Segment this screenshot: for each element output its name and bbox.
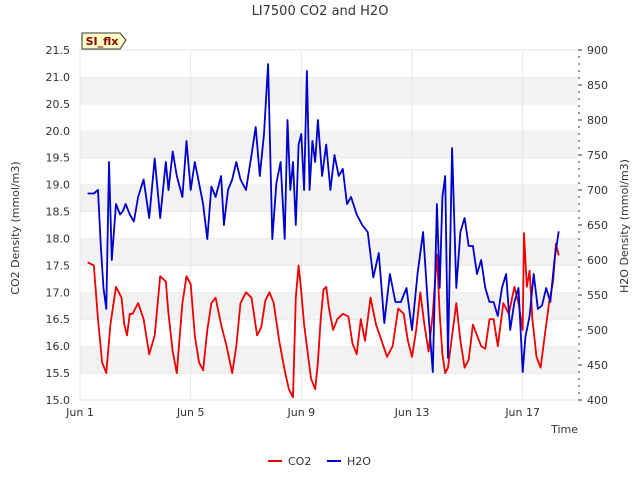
background-band (80, 50, 578, 77)
y-tick-label: 21.5 (46, 44, 71, 57)
x-tick-label: Jun 17 (504, 406, 540, 419)
x-axis-ticks: Jun 1 Jun 5 Jun 9 Jun 13 Jun 17 (65, 50, 540, 419)
y2-tick-label: 600 (587, 254, 608, 267)
y-tick-label: 15.0 (46, 394, 71, 407)
y2-tick-label: 900 (587, 44, 608, 57)
y-axis-label: CO2 Density (mmol/m3) (9, 161, 22, 294)
y-tick-label: 20.5 (46, 98, 71, 111)
y2-tick-label: 550 (587, 289, 608, 302)
background-band (80, 265, 578, 293)
y2-tick-label: 800 (587, 114, 608, 127)
y2-tick-label: 400 (587, 394, 608, 407)
background-band (80, 130, 578, 158)
flag-badge-shape (81, 32, 127, 50)
y-tick-label: 19.0 (46, 179, 71, 192)
legend-label-h2o: H2O (347, 455, 371, 468)
y-tick-label: 18.0 (46, 232, 71, 245)
series-line-h2o (87, 63, 560, 373)
y-tick-label: 18.5 (46, 206, 71, 219)
y-tick-label: 17.5 (46, 259, 71, 272)
y2-tick-label: 850 (587, 79, 608, 92)
y-tick-label: 17.0 (46, 286, 71, 299)
x-tick-label: Jun 1 (65, 406, 94, 419)
background-band (80, 373, 578, 400)
background-band (80, 238, 578, 266)
x-tick-label: Jun 5 (176, 406, 205, 419)
background-band (80, 346, 578, 374)
y2-tick-label: 450 (587, 359, 608, 372)
y2-tick-label: 700 (587, 184, 608, 197)
y-tick-label: 16.5 (46, 313, 71, 326)
legend-label-co2: CO2 (288, 455, 311, 468)
y-tick-label: 20.0 (46, 125, 71, 138)
y-axis-ticks: 15.0 15.5 16.0 16.5 17.0 17.5 18.0 18.5 19.0 19.5… (46, 44, 71, 407)
y-tick-label: 16.0 (46, 340, 71, 353)
x-tick-label: Jun 9 (286, 406, 315, 419)
background-band (80, 76, 578, 104)
x-axis-label: Time (550, 423, 578, 436)
y-tick-label: 15.5 (46, 367, 71, 380)
y2-tick-label: 500 (587, 324, 608, 337)
y-tick-label: 21.0 (46, 71, 71, 84)
series-line-co2 (87, 232, 560, 399)
flag-badge-label: SI_flx (86, 35, 119, 48)
background-band (80, 211, 578, 239)
flag-badge: SI_flx (81, 32, 127, 50)
y2-tick-label: 750 (587, 149, 608, 162)
background-bands (80, 49, 578, 401)
background-band (80, 103, 578, 131)
y2-axis-label: H2O Density (mmol/m3) (618, 159, 631, 293)
series-layer (87, 63, 560, 399)
y2-tick-label: 650 (587, 219, 608, 232)
y2-axis-ticks: 400 450 500 550 600 650 700 750 800 850 900 (578, 44, 608, 407)
y-tick-label: 19.5 (46, 152, 71, 165)
x-tick-label: Jun 13 (394, 406, 430, 419)
chart-title: LI7500 CO2 and H2O (252, 4, 389, 19)
background-band (80, 184, 578, 212)
legend: CO2 H2O (268, 455, 371, 468)
